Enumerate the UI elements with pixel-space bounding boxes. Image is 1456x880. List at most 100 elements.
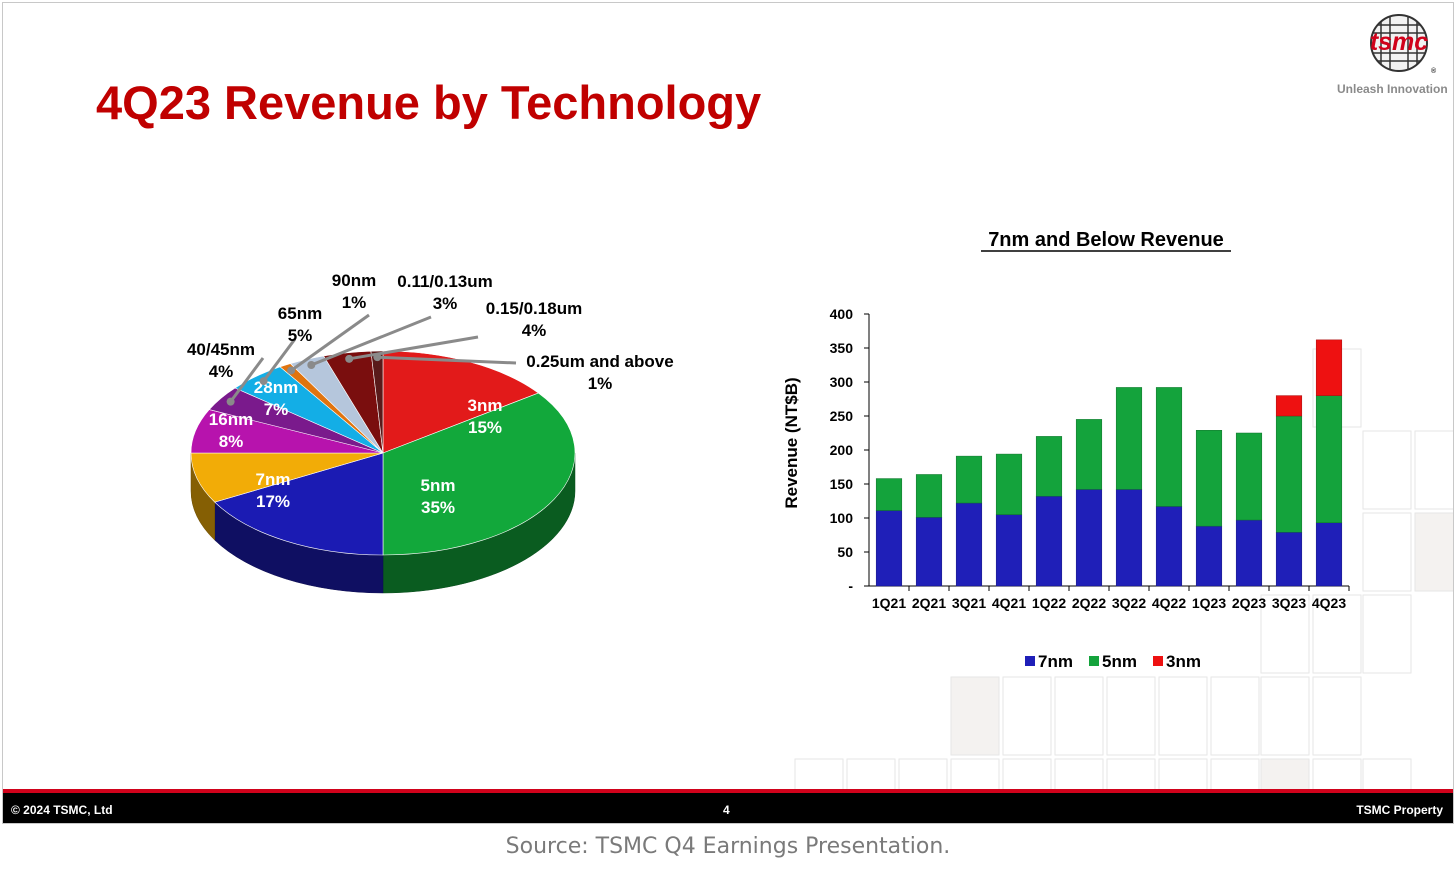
bar-7nm-2q23 <box>1235 519 1263 587</box>
pie-leader-0-25um-and-above <box>377 355 517 365</box>
x-tick-labels: 1Q21 2Q21 3Q21 4Q21 1Q22 2Q22 3Q22 4Q22 1Q23 2Q23… <box>872 595 1346 611</box>
pie-leader-dot-65nm <box>259 377 268 386</box>
bar-7nm-2q21 <box>915 517 943 587</box>
pie-leader-dot-90nm <box>287 366 296 375</box>
background-grid-cell <box>794 758 844 793</box>
pie-value-0-25um-and-above: 1% <box>588 374 613 393</box>
pie-label-0-25um-and-above: 0.25um and above <box>526 352 673 371</box>
pie-value-65nm: 5% <box>288 326 313 345</box>
slide-title: 4Q23 Revenue by Technology <box>96 76 762 129</box>
bar-5nm-1q23 <box>1195 430 1223 527</box>
pie-label-0-15-0-18um: 0.15/0.18um <box>486 299 582 318</box>
wafer-icon: tsmc ® <box>1370 14 1437 75</box>
background-grid-cell <box>950 676 1000 756</box>
bar-7nm-2q22 <box>1075 489 1103 587</box>
background-grid-cell <box>950 758 1000 793</box>
x-tick-label-1q22: 1Q22 <box>1032 595 1066 611</box>
pie-label-16nm: 16nm <box>209 410 253 429</box>
bar-7nm-4q22 <box>1155 506 1183 587</box>
background-grid-cell <box>1260 594 1310 674</box>
background-grid-pattern <box>794 348 1453 793</box>
bar-5nm-2q22 <box>1075 419 1103 490</box>
source-caption: Source: TSMC Q4 Earnings Presentation. <box>505 834 951 859</box>
bar-5nm-3q21 <box>955 455 983 504</box>
background-grid-cell <box>1106 758 1156 793</box>
background-grid-cell <box>1362 430 1412 510</box>
pie-leader-dot-0-11-0-13um <box>307 361 316 370</box>
pie-leader-dot-0-25um-and-above <box>373 353 382 362</box>
background-grid-cell <box>1414 512 1453 592</box>
legend-label-5nm: 5nm <box>1102 652 1137 671</box>
footer-property: TSMC Property <box>1356 803 1443 817</box>
bar-axes <box>864 313 1350 591</box>
pie-chart-technology: 3nm15%5nm35%7nm17%16nm8%28nm7%40/45nm4%6… <box>187 271 674 594</box>
pie-labels: 3nm15%5nm35%7nm17%16nm8%28nm7%40/45nm4%6… <box>187 271 674 517</box>
pie-label-65nm: 65nm <box>278 304 322 323</box>
y-tick-label: 100 <box>830 510 854 526</box>
pie-value-40-45nm: 4% <box>209 362 234 381</box>
bar-3nm-4q23 <box>1315 339 1343 396</box>
background-grid-cell <box>1362 594 1412 674</box>
pie-slice-5nm <box>382 392 576 556</box>
pie-label-5nm: 5nm <box>421 476 456 495</box>
x-tick-label-4q22: 4Q22 <box>1152 595 1186 611</box>
background-grid-cell <box>1210 676 1260 756</box>
bar-5nm-3q22 <box>1115 387 1143 490</box>
x-tick-label-2q23: 2Q23 <box>1232 595 1266 611</box>
x-tick-label-1q21: 1Q21 <box>872 595 906 611</box>
pie-value-28nm: 7% <box>264 400 289 419</box>
x-tick-label-2q21: 2Q21 <box>912 595 946 611</box>
legend-swatch-5nm <box>1089 656 1099 666</box>
bar-5nm-3q23 <box>1275 415 1303 533</box>
slide: 4Q23 Revenue by Technology tsmc ® Unleas… <box>2 2 1454 824</box>
bar-5nm-4q21 <box>995 453 1023 515</box>
background-grid-cell <box>1002 758 1052 793</box>
bar-chart-7nm-and-below: 7nm and Below Revenue Revenue (NT$B) - 50… <box>782 229 1350 671</box>
background-grid-cell <box>1414 430 1453 510</box>
background-grid-cell <box>1362 758 1412 793</box>
y-tick-label: - <box>848 578 853 594</box>
y-tick-label: 150 <box>830 476 854 492</box>
x-tick-label-3q23: 3Q23 <box>1272 595 1306 611</box>
background-grid-cell <box>1106 676 1156 756</box>
pie-leader-90nm <box>290 313 370 372</box>
background-grid-cell <box>1158 676 1208 756</box>
x-tick-label-3q22: 3Q22 <box>1112 595 1146 611</box>
legend-swatch-3nm <box>1153 656 1163 666</box>
y-tick-label: 400 <box>830 306 854 322</box>
pie-value-3nm: 15% <box>468 418 502 437</box>
legend-label-7nm: 7nm <box>1038 652 1073 671</box>
pie-slices <box>190 350 576 556</box>
tsmc-logo: tsmc ® <box>1349 13 1449 103</box>
svg-text:®: ® <box>1431 67 1437 75</box>
pie-leader-dot-40-45nm <box>226 397 235 406</box>
pie-slice-0-25um-and-above <box>370 350 384 454</box>
pie-label-3nm: 3nm <box>468 396 503 415</box>
x-tick-label-4q21: 4Q21 <box>992 595 1026 611</box>
bar-7nm-1q21 <box>875 510 903 587</box>
bar-legend: 7nm 5nm 3nm <box>1025 652 1201 671</box>
bar-segments <box>875 339 1343 587</box>
background-grid-cell <box>1312 594 1362 674</box>
pie-leader-40-45nm <box>229 357 265 403</box>
background-grid-cell <box>1158 758 1208 793</box>
y-tick-label: 250 <box>830 408 854 424</box>
footer-copyright: © 2024 TSMC, Ltd <box>11 803 113 817</box>
bar-chart-title: 7nm and Below Revenue <box>988 229 1224 251</box>
background-grid-cell <box>1054 758 1104 793</box>
logo-text: tsmc <box>1370 28 1428 56</box>
background-grid-cell <box>898 758 948 793</box>
pie-value-16nm: 8% <box>219 432 244 451</box>
bar-5nm-2q21 <box>915 474 943 518</box>
pie-leader-0-15-0-18um <box>348 335 479 361</box>
bar-5nm-4q22 <box>1155 387 1183 507</box>
bar-5nm-1q22 <box>1035 436 1063 497</box>
bar-7nm-3q22 <box>1115 489 1143 587</box>
background-grid-cell <box>1362 512 1412 592</box>
legend-swatch-7nm <box>1025 656 1035 666</box>
background-grid-cell <box>1312 676 1362 756</box>
pie-slice-7nm <box>214 452 384 556</box>
pie-leader-65nm <box>262 338 297 382</box>
pie-value-0-11-0-13um: 3% <box>433 294 458 313</box>
footer-page-number: 4 <box>723 803 730 817</box>
